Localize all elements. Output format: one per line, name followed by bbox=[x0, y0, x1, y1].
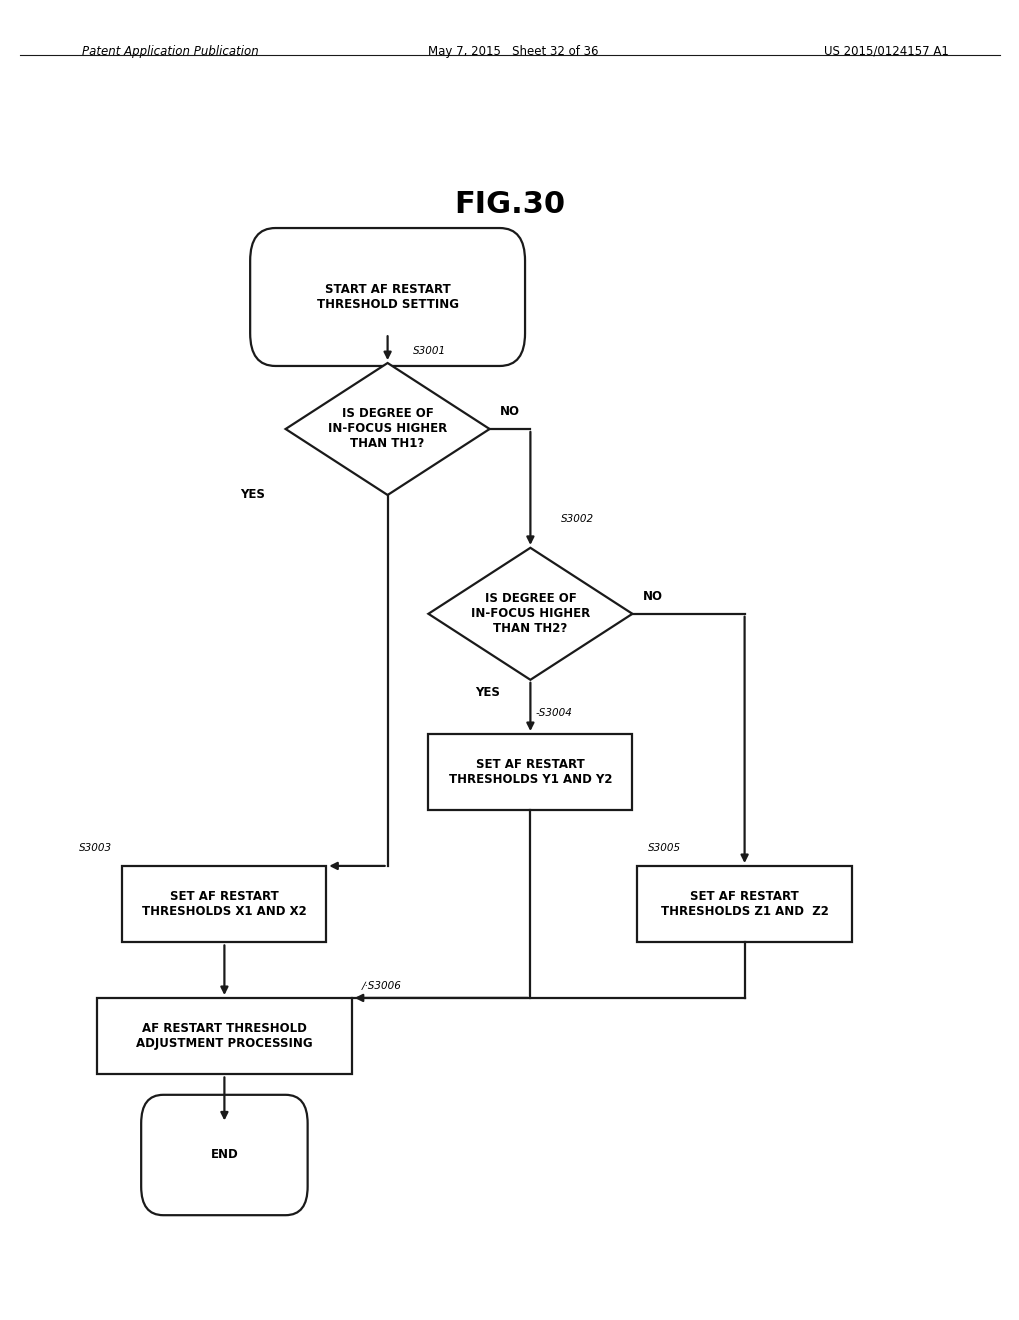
Text: END: END bbox=[210, 1148, 238, 1162]
Text: US 2015/0124157 A1: US 2015/0124157 A1 bbox=[823, 45, 948, 58]
Polygon shape bbox=[428, 548, 632, 680]
Text: IS DEGREE OF
IN-FOCUS HIGHER
THAN TH2?: IS DEGREE OF IN-FOCUS HIGHER THAN TH2? bbox=[471, 593, 589, 635]
Text: SET AF RESTART
THRESHOLDS Y1 AND Y2: SET AF RESTART THRESHOLDS Y1 AND Y2 bbox=[448, 758, 611, 787]
Text: S3005: S3005 bbox=[647, 842, 680, 853]
FancyBboxPatch shape bbox=[141, 1094, 308, 1216]
Text: AF RESTART THRESHOLD
ADJUSTMENT PROCESSING: AF RESTART THRESHOLD ADJUSTMENT PROCESSI… bbox=[136, 1022, 313, 1051]
Text: IS DEGREE OF
IN-FOCUS HIGHER
THAN TH1?: IS DEGREE OF IN-FOCUS HIGHER THAN TH1? bbox=[328, 408, 446, 450]
Text: Patent Application Publication: Patent Application Publication bbox=[82, 45, 258, 58]
Bar bbox=[428, 734, 632, 810]
Text: SET AF RESTART
THRESHOLDS Z1 AND  Z2: SET AF RESTART THRESHOLDS Z1 AND Z2 bbox=[660, 890, 827, 919]
Text: NO: NO bbox=[499, 405, 520, 418]
Text: YES: YES bbox=[240, 488, 265, 502]
Text: -S3004: -S3004 bbox=[535, 708, 572, 718]
Text: YES: YES bbox=[475, 686, 499, 700]
Text: SET AF RESTART
THRESHOLDS X1 AND X2: SET AF RESTART THRESHOLDS X1 AND X2 bbox=[142, 890, 307, 919]
Text: ∕·S3006: ∕·S3006 bbox=[362, 979, 401, 990]
Text: NO: NO bbox=[642, 590, 662, 603]
Text: FIG.30: FIG.30 bbox=[454, 190, 565, 219]
Bar bbox=[122, 866, 326, 942]
Polygon shape bbox=[285, 363, 489, 495]
Bar bbox=[97, 998, 352, 1074]
FancyBboxPatch shape bbox=[250, 228, 525, 366]
Bar bbox=[637, 866, 851, 942]
Text: May 7, 2015   Sheet 32 of 36: May 7, 2015 Sheet 32 of 36 bbox=[428, 45, 598, 58]
Text: START AF RESTART
THRESHOLD SETTING: START AF RESTART THRESHOLD SETTING bbox=[316, 282, 459, 312]
Text: S3003: S3003 bbox=[79, 842, 112, 853]
Text: S3001: S3001 bbox=[413, 346, 445, 356]
Text: S3002: S3002 bbox=[560, 513, 593, 524]
